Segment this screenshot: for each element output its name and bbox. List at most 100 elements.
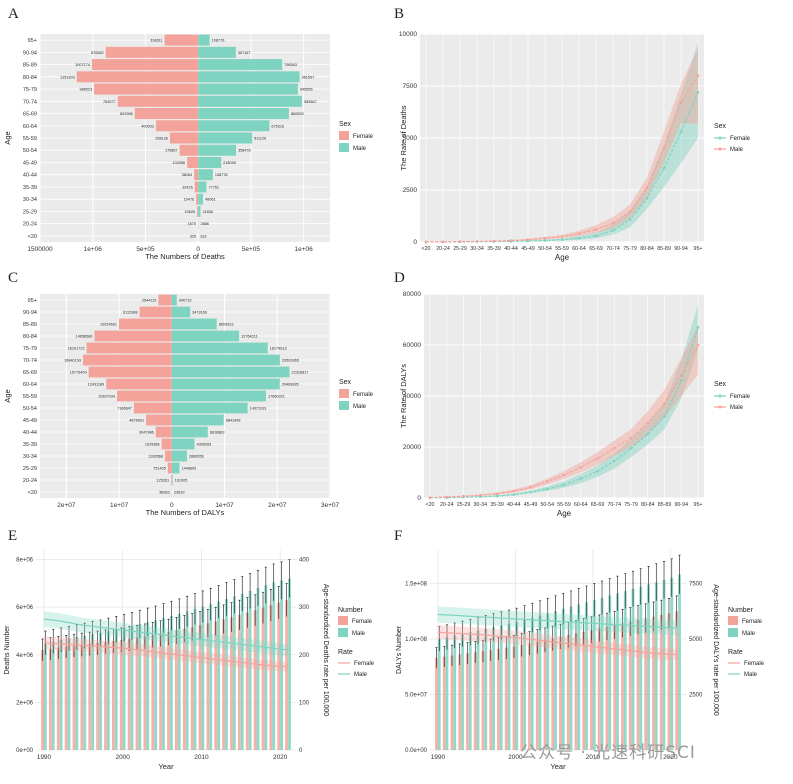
y-tick-label: 80000 xyxy=(403,291,421,298)
y-tick-label: 75-79 xyxy=(23,346,37,352)
bar-female xyxy=(151,635,155,750)
data-label-male: 8509923 xyxy=(219,323,234,327)
bar-female xyxy=(171,474,172,486)
bar-male xyxy=(198,59,283,71)
data-label-male: 12764211 xyxy=(241,335,258,339)
y-axis-title: Age xyxy=(3,389,12,402)
x-tick-label: 85-89 xyxy=(658,502,672,508)
legend-title: Sex xyxy=(714,381,727,388)
x-tick-label: 2020 xyxy=(663,754,678,761)
legend-title-number: Number xyxy=(728,607,754,614)
point-female xyxy=(696,325,700,329)
bar-female xyxy=(230,617,233,750)
rate-ribbon-male xyxy=(43,611,289,656)
bar-male xyxy=(193,609,197,750)
watermark: 公众号 · 光速科研SCI xyxy=(520,743,696,763)
bar-female xyxy=(83,354,172,366)
x-axis-title: Age xyxy=(555,253,570,262)
bar-female xyxy=(143,636,147,750)
x-tick-label: 25-29 xyxy=(457,502,471,508)
point-female xyxy=(495,494,499,498)
data-label-male: 20469935 xyxy=(282,383,299,387)
bar-female xyxy=(76,71,199,83)
panel-label-a: A xyxy=(8,6,19,22)
x-tick-label: 40-44 xyxy=(504,246,518,252)
bar-female xyxy=(543,640,547,750)
point-female xyxy=(512,493,516,496)
bar-female xyxy=(636,620,640,750)
bar-male xyxy=(83,635,87,750)
data-label-female: 400933 xyxy=(141,124,154,128)
bar-male xyxy=(554,611,557,750)
point-male xyxy=(628,210,632,214)
bar-female xyxy=(196,193,199,205)
y-tick-label: 2500 xyxy=(403,187,418,194)
x-tick-label: 30-34 xyxy=(473,502,487,508)
bar-female xyxy=(269,605,273,750)
point-male xyxy=(475,240,479,243)
legend-label-number-male: Male xyxy=(352,631,366,637)
bar-male xyxy=(75,637,79,750)
data-label-male: 940715 xyxy=(179,299,192,303)
bar-male xyxy=(171,294,177,306)
x-tick-label: 45-49 xyxy=(524,502,538,508)
legend-label-number-male: Male xyxy=(742,631,756,637)
bar-female xyxy=(116,390,172,402)
data-label-female: 2544115 xyxy=(142,299,157,303)
legend-label-female: Female xyxy=(730,136,751,142)
bar-female xyxy=(450,655,454,750)
point-male xyxy=(577,232,581,235)
y-tick-label: 70-74 xyxy=(23,358,37,364)
y-tick-label: 0e+00 xyxy=(16,748,34,754)
legend-key-point xyxy=(718,136,722,140)
bar-male xyxy=(461,633,464,750)
point-female xyxy=(646,432,650,436)
panel-label-e: E xyxy=(8,528,18,544)
bar-male xyxy=(169,615,173,750)
bar-male xyxy=(569,606,573,750)
bar-male xyxy=(171,306,191,318)
bar-male xyxy=(91,634,95,750)
x-tick-label: 5e+05 xyxy=(242,246,261,253)
y-tick-label: 45-49 xyxy=(23,418,37,424)
bar-female xyxy=(174,630,178,750)
bar-male xyxy=(592,600,596,750)
legend-key-point xyxy=(718,394,722,398)
bar-female xyxy=(119,640,123,750)
point-male xyxy=(562,473,566,477)
data-label-male: 358478 xyxy=(238,149,251,153)
bar-female xyxy=(621,623,624,750)
y-tick-label: 95+ xyxy=(28,38,37,44)
point-male xyxy=(424,240,428,244)
point-male xyxy=(495,492,499,495)
bar-female xyxy=(88,643,92,750)
x-tick-label: 75-79 xyxy=(623,246,637,252)
x-tick-label: 45-49 xyxy=(521,246,535,252)
x-tick-label: 1e+07 xyxy=(110,502,129,509)
bar-female xyxy=(155,120,199,132)
bar-male xyxy=(122,627,126,750)
bar-male xyxy=(59,640,63,750)
bar-male xyxy=(198,205,201,217)
legend-key-female xyxy=(339,131,349,140)
bar-female xyxy=(497,648,500,750)
data-label-male: 17860321 xyxy=(268,395,285,399)
bar-female xyxy=(96,642,100,750)
point-female xyxy=(560,238,564,242)
bar-male xyxy=(201,606,205,750)
data-label-female: 320 xyxy=(190,234,196,238)
bar-male xyxy=(198,144,236,156)
legend-label-male: Male xyxy=(353,404,367,410)
y-tick-label: <20 xyxy=(28,234,37,240)
legend-title-rate: Rate xyxy=(728,649,743,656)
bar-male xyxy=(264,585,268,750)
x-tick-label: 40-44 xyxy=(507,502,521,508)
x-tick-label: 60-64 xyxy=(574,502,588,508)
y-tick-label: 85-89 xyxy=(23,63,37,69)
x-tick-label: 2020 xyxy=(273,754,288,761)
y-tick-label: 25-29 xyxy=(23,466,37,472)
bar-male xyxy=(138,624,142,750)
y-tick-label: 65-69 xyxy=(23,112,37,118)
point-male xyxy=(696,343,700,347)
y-tick-label: 90-94 xyxy=(23,50,37,56)
